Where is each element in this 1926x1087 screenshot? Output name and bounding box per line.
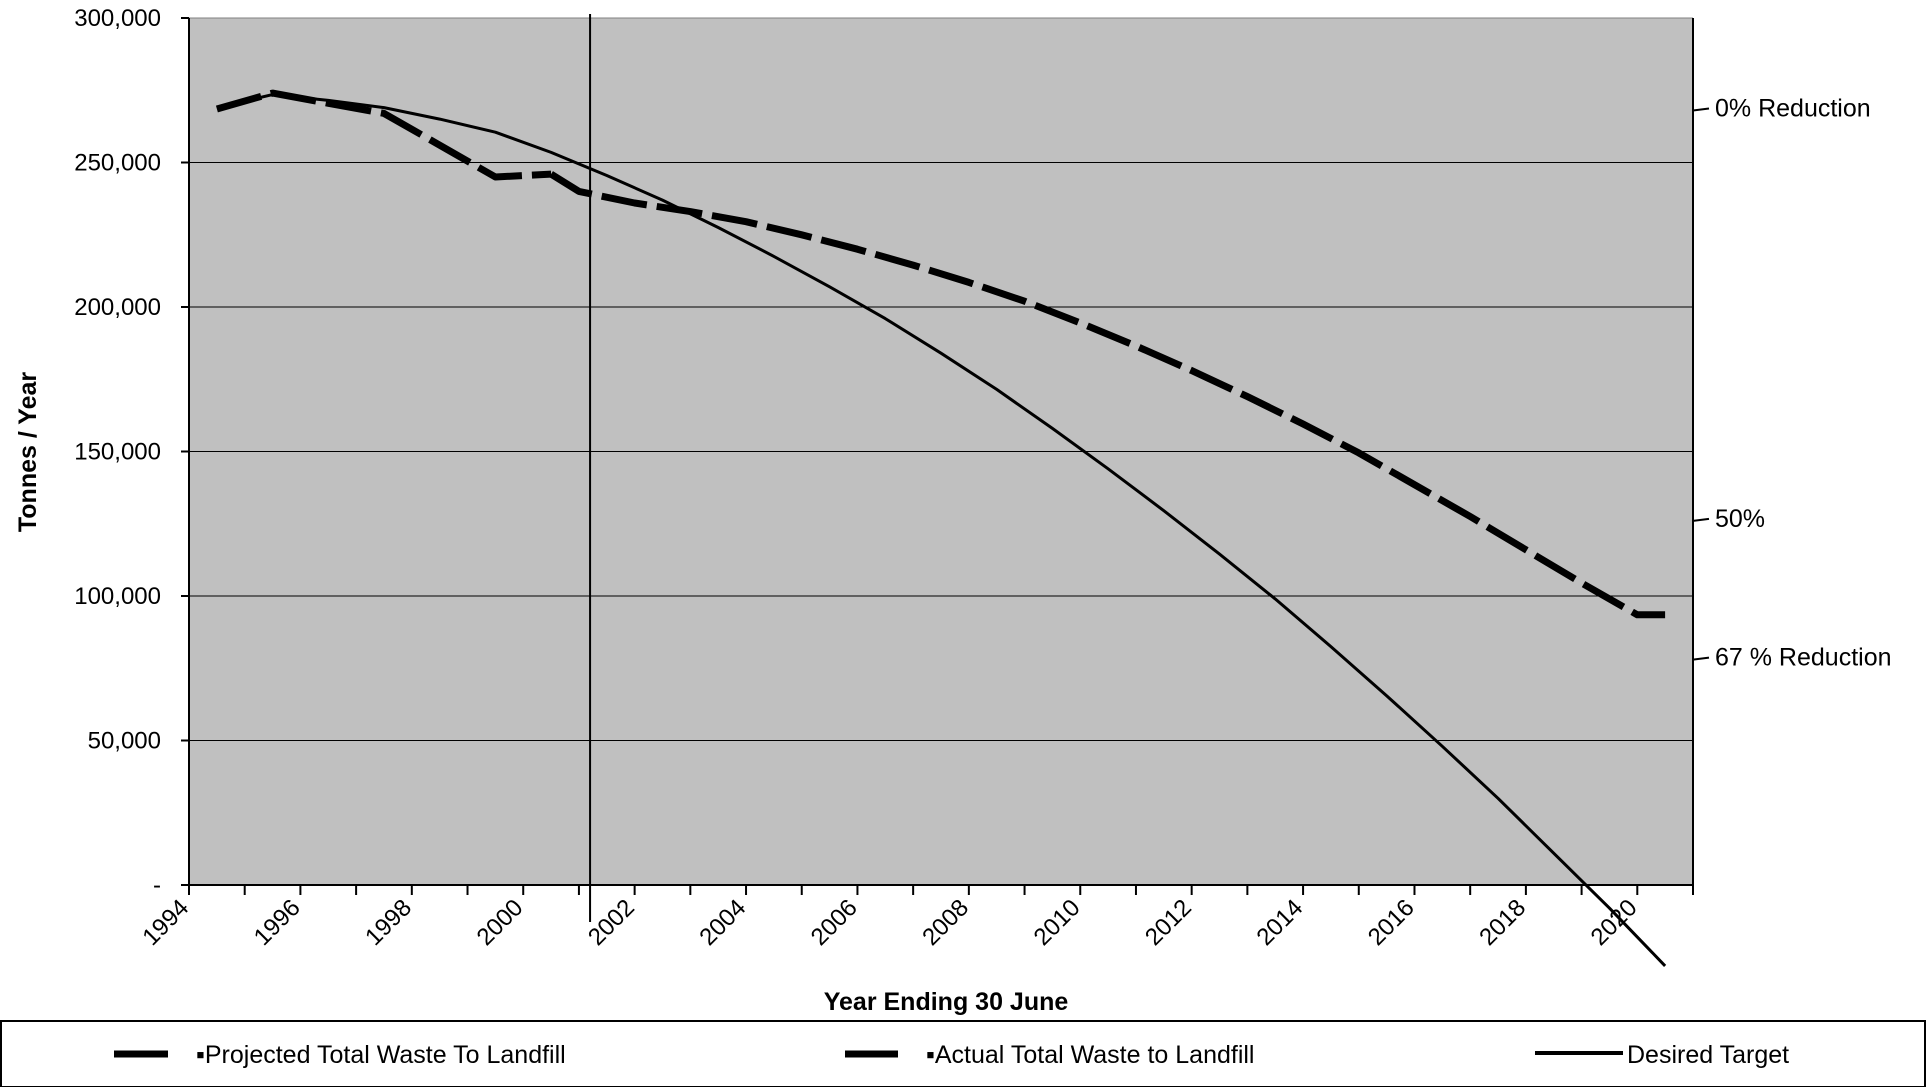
series-line-actual bbox=[215, 89, 552, 181]
x-tick-label: 2010 bbox=[1029, 894, 1086, 951]
x-tick-label: 2018 bbox=[1474, 894, 1531, 951]
y-tick-label: 150,000 bbox=[74, 439, 161, 466]
legend-label-actual: ▪Actual Total Waste to Landfill bbox=[926, 1041, 1254, 1069]
x-tick-label: 2014 bbox=[1251, 894, 1308, 951]
right-annotations: 0% Reduction 50% 67 % Reduction bbox=[1692, 94, 1892, 672]
series-line-desired bbox=[216, 93, 1667, 967]
x-axis-title: Year Ending 30 June bbox=[824, 988, 1069, 1016]
x-tick-labels: 1994 1996 1998 2000 2002 2004 2006 2008 2010 2012… bbox=[137, 894, 1642, 951]
annotation-tick bbox=[1692, 656, 1710, 661]
annotation-label: 50% bbox=[1715, 505, 1765, 533]
x-tick-label: 1996 bbox=[249, 894, 306, 951]
y-tick-label: 200,000 bbox=[74, 294, 161, 321]
y-tick-label: 50,000 bbox=[88, 728, 161, 755]
y-tick-label: 300,000 bbox=[74, 5, 161, 32]
x-tick-label: 2006 bbox=[806, 894, 863, 951]
x-tick-label: 2020 bbox=[1586, 894, 1643, 951]
x-tick-label: 1998 bbox=[360, 894, 417, 951]
x-tick-label: 2016 bbox=[1363, 894, 1420, 951]
y-tick-label: - bbox=[153, 872, 161, 899]
x-tick-label: 2008 bbox=[917, 894, 974, 951]
annotation-label: 67 % Reduction bbox=[1715, 644, 1892, 672]
y-tick-label: 250,000 bbox=[74, 150, 161, 177]
y-tick-label: 100,000 bbox=[74, 583, 161, 610]
axes bbox=[181, 17, 1694, 895]
x-tick-label: 2000 bbox=[472, 894, 529, 951]
x-tick-label: 2004 bbox=[694, 894, 751, 951]
series-line-projected bbox=[549, 171, 1666, 619]
x-tick-label: 2002 bbox=[583, 894, 640, 951]
annotation-tick bbox=[1692, 107, 1710, 112]
x-tick-label: 1994 bbox=[137, 894, 194, 951]
series-lines bbox=[215, 89, 1667, 967]
y-axis-title: Tonnes / Year bbox=[14, 372, 42, 533]
annotation-tick bbox=[1692, 517, 1710, 522]
y-tick-labels: - 50,000 100,000 150,000 200,000 250,000 300,0… bbox=[74, 5, 161, 899]
annotation-label: 0% Reduction bbox=[1715, 94, 1871, 122]
x-tick-label: 2012 bbox=[1140, 894, 1197, 951]
legend-label-projected: ▪Projected Total Waste To Landfill bbox=[196, 1041, 566, 1069]
legend-label-desired: Desired Target bbox=[1627, 1041, 1789, 1069]
gridlines bbox=[189, 17, 1693, 741]
